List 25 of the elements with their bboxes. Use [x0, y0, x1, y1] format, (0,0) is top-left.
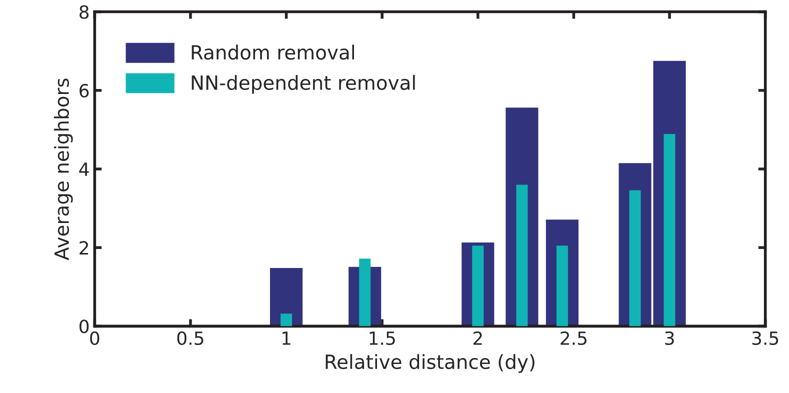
y-axis-title: Average neighbors — [54, 78, 73, 260]
x-tick-label: 3 — [665, 331, 674, 346]
y-tick-label: 6 — [80, 84, 89, 98]
y-tick-label: 0 — [80, 320, 89, 334]
bar — [629, 190, 641, 326]
bar — [472, 246, 484, 326]
x-tick-label: 2 — [473, 331, 482, 345]
x-tick-label: 2.5 — [560, 331, 586, 346]
x-tick-label: 1 — [282, 332, 290, 345]
bar — [280, 314, 292, 326]
y-tick-label: 8 — [80, 5, 89, 19]
bar — [556, 246, 568, 326]
bar — [359, 258, 371, 326]
legend-label: Random removal — [192, 44, 354, 60]
x-tick-label: 0 — [90, 331, 100, 346]
x-tick-label: 1.5 — [370, 332, 395, 346]
x-tick-label: 3.5 — [752, 331, 778, 346]
legend-label: NN-dependent removal — [192, 74, 415, 94]
x-axis-title: Relative distance (dy) — [326, 354, 534, 373]
y-tick-label: 4 — [79, 162, 89, 176]
x-tick-label: 0.5 — [177, 331, 204, 346]
bar — [270, 268, 303, 326]
bar — [516, 184, 528, 326]
bar — [664, 134, 676, 326]
y-tick-label: 2 — [80, 241, 88, 254]
